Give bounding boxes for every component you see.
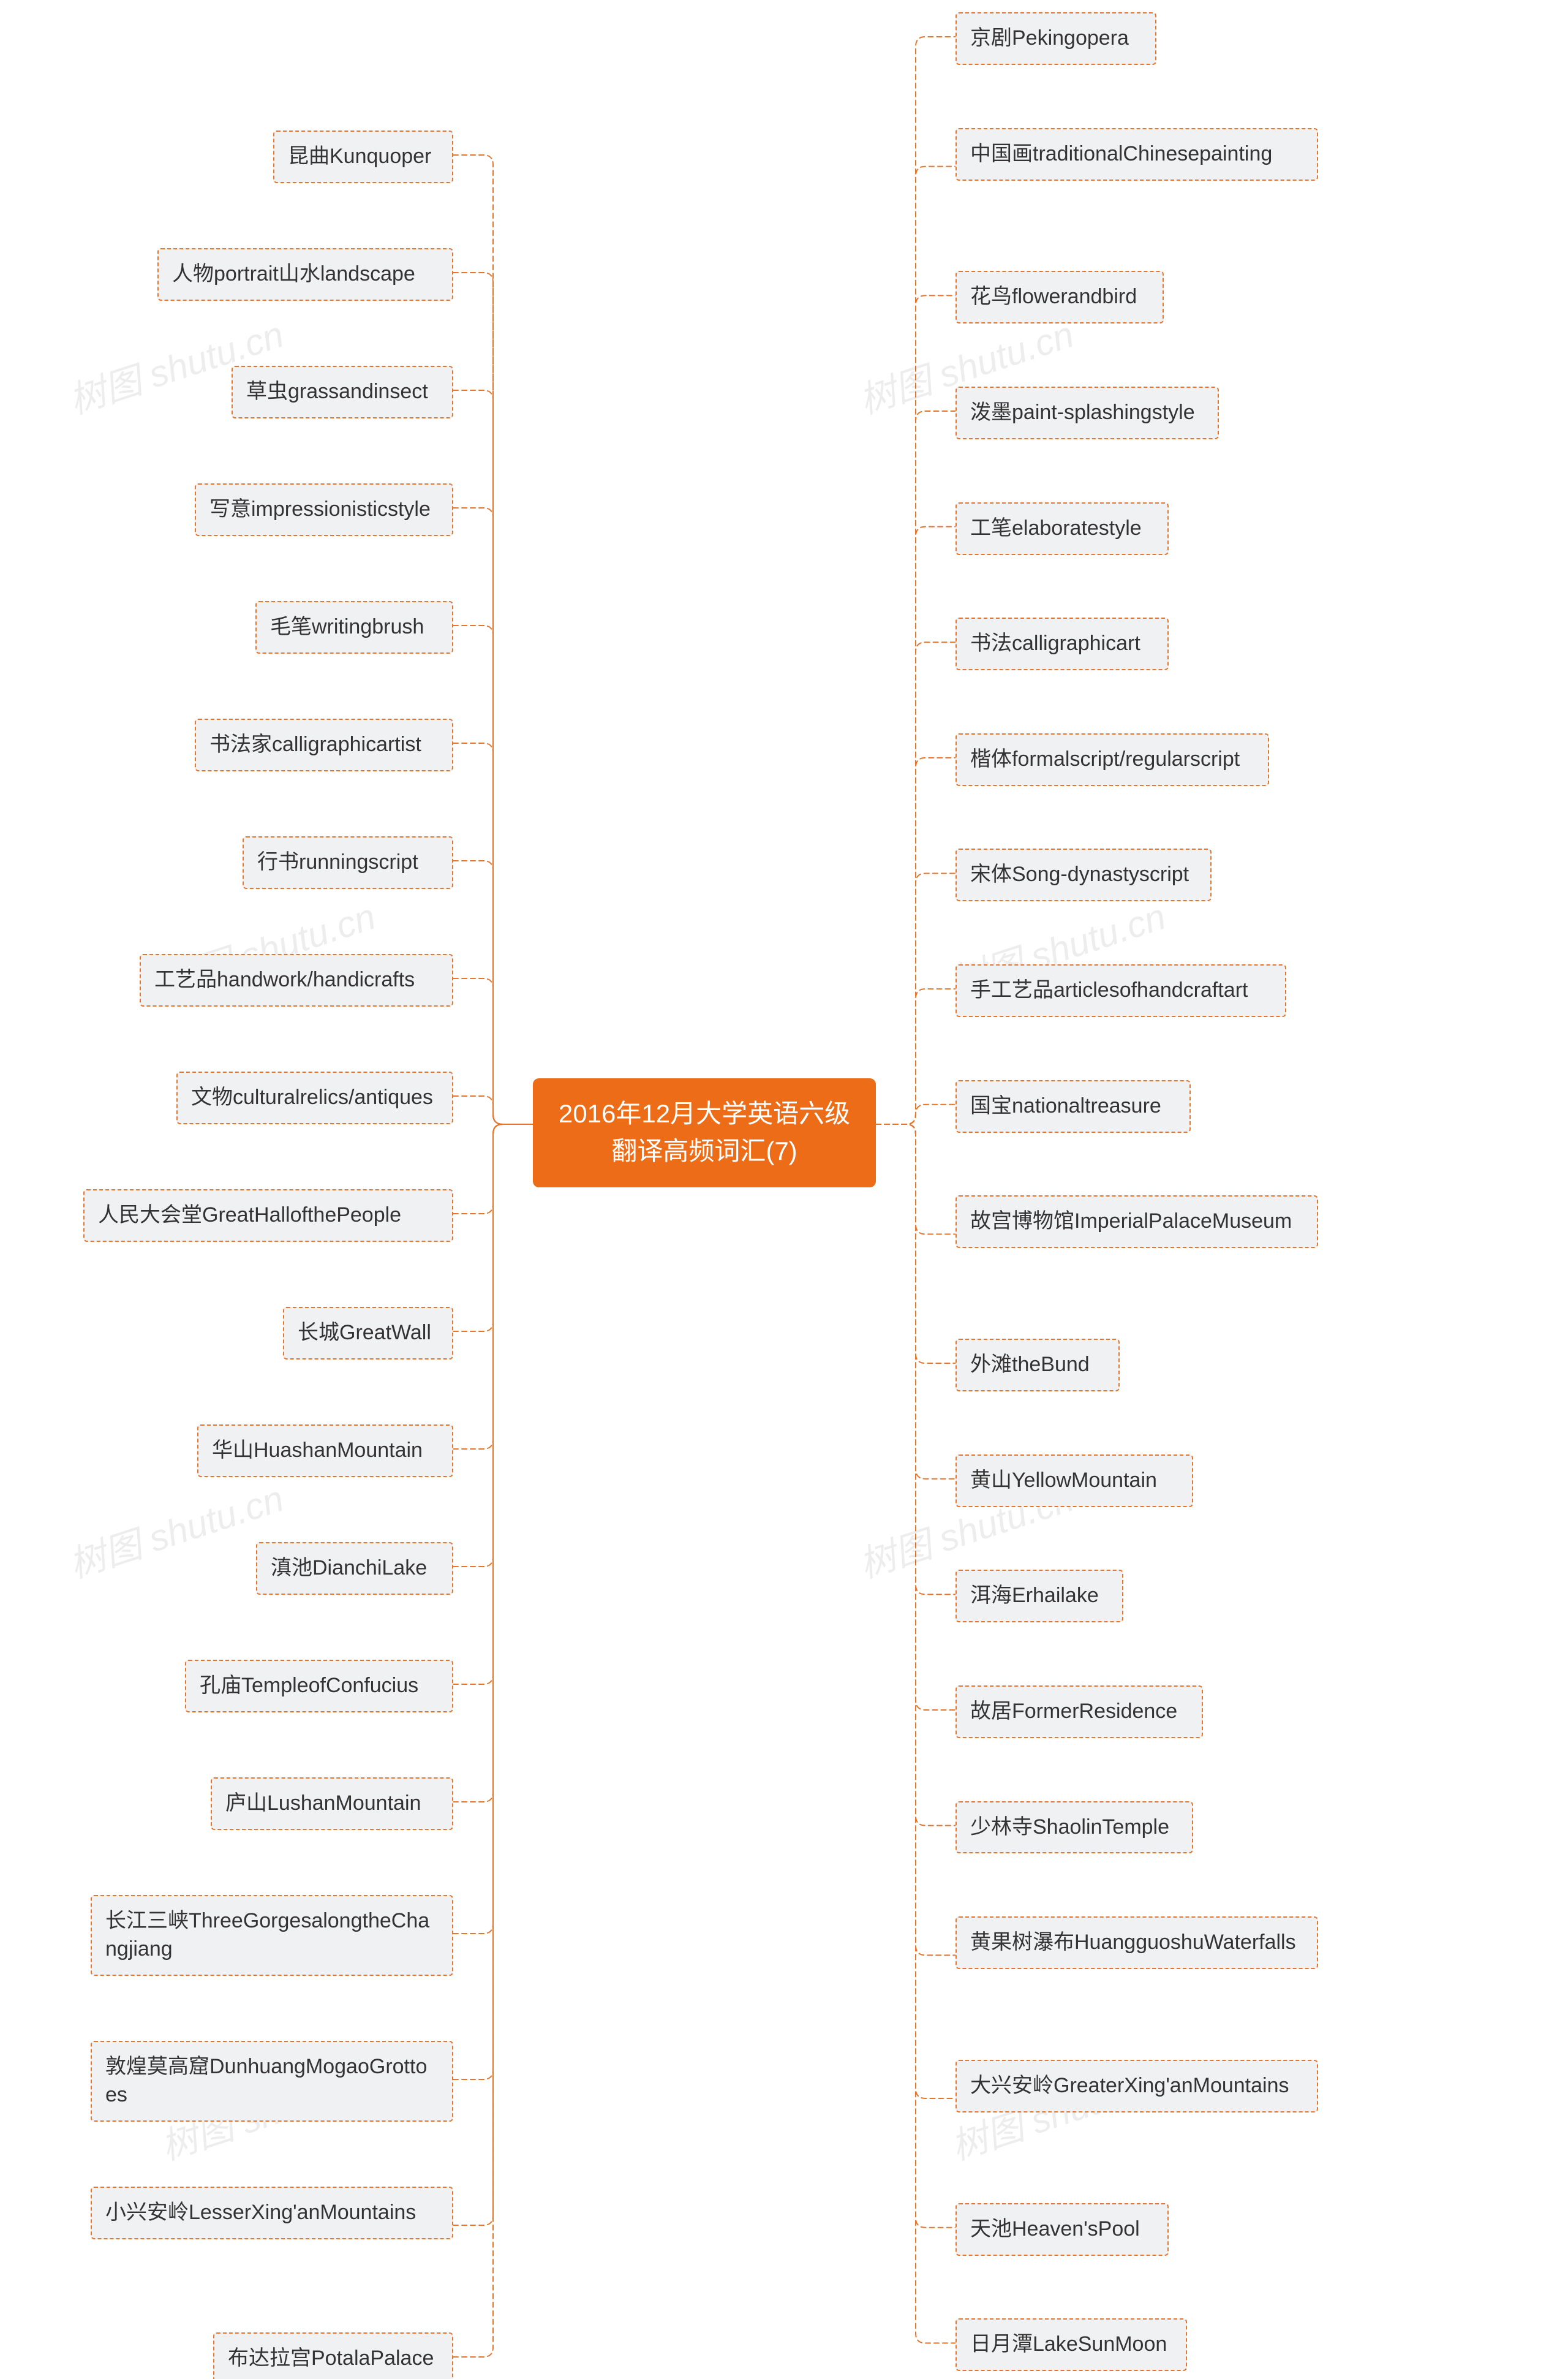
- right-node: 故宫博物馆ImperialPalaceMuseum: [956, 1195, 1318, 1248]
- right-node: 手工艺品articlesofhandcraftart: [956, 964, 1286, 1017]
- left-node: 草虫grassandinsect: [232, 366, 453, 418]
- left-node: 人民大会堂GreatHalloftheP­eople: [83, 1189, 453, 1242]
- right-node: 黄果树瀑布HuangguoshuWaterfalls: [956, 1916, 1318, 1969]
- right-node: 天池Heaven'sPool: [956, 2203, 1169, 2256]
- right-node: 洱海Erhailake: [956, 1570, 1123, 1622]
- left-node: 书法家calligraphicartist: [195, 719, 453, 771]
- right-node: 宋体Song-dynastyscript: [956, 849, 1212, 901]
- right-node: 国宝nationaltreasure: [956, 1080, 1191, 1133]
- left-node: 小兴安岭LesserXing'anMountains: [91, 2187, 453, 2239]
- left-node: 长江三峡ThreeGorgesalongtheChangjiang: [91, 1895, 453, 1976]
- right-node: 少林寺ShaolinTemple: [956, 1801, 1193, 1854]
- right-node: 京剧Pekingopera: [956, 12, 1156, 65]
- right-node: 泼墨paint-splashingstyle: [956, 387, 1219, 439]
- right-node: 黄山YellowMountain: [956, 1454, 1193, 1507]
- left-node: 行书runningscript: [243, 836, 453, 889]
- left-node: 庐山LushanMountain: [211, 1777, 453, 1830]
- mindmap-stage: 树图 shutu.cn树图 shutu.cn树图 shutu.cn树图 shut…: [0, 0, 1568, 2379]
- right-node: 外滩theBund: [956, 1339, 1120, 1391]
- right-node: 大兴安岭GreaterXing'anMountains: [956, 2060, 1318, 2112]
- left-node: 工艺品handwork/handicrafts: [140, 954, 453, 1007]
- right-node: 中国画traditionalChinesepainting: [956, 128, 1318, 181]
- left-node: 长城GreatWall: [283, 1307, 453, 1360]
- right-node: 工笔elaboratestyle: [956, 502, 1169, 555]
- watermark: 树图 shutu.cn: [61, 1469, 290, 1589]
- left-node: 文物culturalrelics/antiques: [176, 1072, 453, 1124]
- left-node: 孔庙TempleofConfucius: [185, 1660, 453, 1712]
- right-node: 书法calligraphicart: [956, 618, 1169, 670]
- left-node: 写意impressionisticstyle: [195, 483, 453, 536]
- center-node: 2016年12月大学英语六级翻译高频词汇(7): [533, 1078, 876, 1187]
- right-node: 日月潭LakeSunMoon: [956, 2318, 1187, 2371]
- left-node: 华山HuashanMountain: [197, 1424, 453, 1477]
- right-node: 故居FormerResidence: [956, 1685, 1203, 1738]
- right-node: 楷体formalscript/regularscript: [956, 733, 1269, 786]
- right-node: 花鸟flowerandbird: [956, 271, 1164, 323]
- left-node: 布达拉宫PotalaPalace: [213, 2332, 453, 2379]
- left-node: 滇池DianchiLake: [256, 1542, 453, 1595]
- left-node: 昆曲Kunquoper: [273, 130, 453, 183]
- left-node: 敦煌莫高窟DunhuangMogaoGrottoes: [91, 2041, 453, 2122]
- left-node: 人物portrait山水landscape: [157, 248, 453, 301]
- left-node: 毛笔writingbrush: [255, 601, 453, 654]
